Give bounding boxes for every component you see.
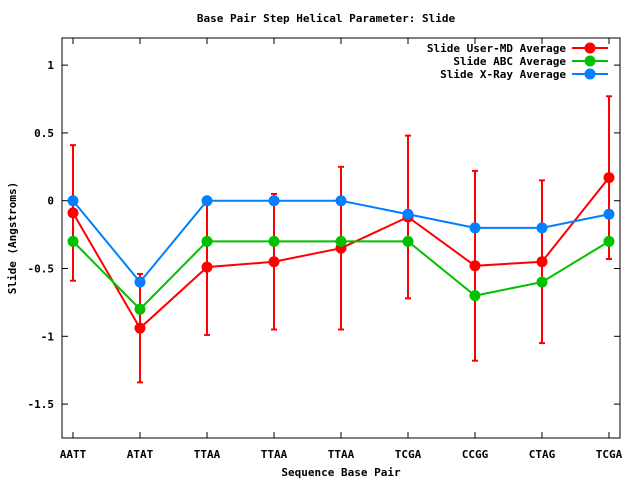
x-tick-label: TCGA [596, 448, 623, 461]
legend-label: Slide User-MD Average [427, 42, 566, 55]
data-point [134, 276, 146, 288]
data-point [469, 260, 481, 272]
y-tick-label: -1.5 [28, 398, 55, 411]
data-point [536, 222, 548, 234]
x-tick-label: ATAT [127, 448, 154, 461]
data-point [201, 235, 213, 247]
data-point [536, 256, 548, 268]
x-axis: AATT ATAT TTAA TTAA TTAA TCGA CCGG CTAG TCGA [60, 38, 623, 461]
data-point [603, 208, 615, 220]
data-point [268, 195, 280, 207]
series-points [67, 172, 615, 334]
x-tick-label: CTAG [529, 448, 556, 461]
y-axis: 1 0.5 0 -0.5 -1 -1.5 [28, 59, 620, 411]
x-axis-label: Sequence Base Pair [281, 466, 401, 479]
chart-title: Base Pair Step Helical Parameter: Slide [197, 12, 456, 25]
y-tick-label: -0.5 [28, 263, 55, 276]
data-point [201, 261, 213, 273]
legend-label: Slide X-Ray Average [440, 68, 566, 81]
data-point [469, 222, 481, 234]
data-point [335, 195, 347, 207]
y-tick-label: 0.5 [34, 127, 54, 140]
data-point [335, 235, 347, 247]
data-point [469, 290, 481, 302]
legend-label: Slide ABC Average [453, 55, 566, 68]
data-point [402, 208, 414, 220]
data-point [134, 303, 146, 315]
data-point [67, 195, 79, 207]
y-axis-label: Slide (Angstroms) [6, 182, 19, 295]
data-point [268, 256, 280, 268]
data-point [67, 207, 79, 219]
data-point [603, 172, 615, 184]
x-tick-label: TTAA [194, 448, 221, 461]
legend-marker [584, 55, 596, 67]
x-tick-label: CCGG [462, 448, 489, 461]
y-tick-label: 0 [47, 195, 54, 208]
legend-marker [584, 68, 596, 80]
data-point [603, 235, 615, 247]
data-point [536, 276, 548, 288]
x-tick-label: TTAA [261, 448, 288, 461]
y-tick-label: -1 [41, 330, 55, 343]
x-tick-label: TTAA [328, 448, 355, 461]
data-point [67, 235, 79, 247]
data-point [134, 322, 146, 334]
data-point [268, 235, 280, 247]
data-point [402, 235, 414, 247]
legend-marker [584, 42, 596, 54]
x-tick-label: AATT [60, 448, 87, 461]
y-tick-label: 1 [47, 59, 54, 72]
data-point [201, 195, 213, 207]
x-tick-label: TCGA [395, 448, 422, 461]
